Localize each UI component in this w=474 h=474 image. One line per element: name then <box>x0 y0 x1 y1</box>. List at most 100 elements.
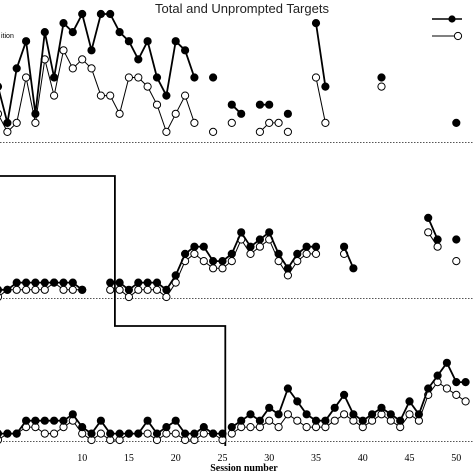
filled-data-point <box>424 213 433 222</box>
filled-data-point <box>78 285 87 294</box>
open-data-point <box>152 100 162 109</box>
phase-change-path <box>0 175 227 446</box>
x-tick-label: 35 <box>311 453 321 464</box>
filled-data-point <box>274 410 283 419</box>
x-tick-label: 30 <box>264 453 274 464</box>
filled-data-point <box>209 73 218 82</box>
open-data-point <box>377 82 386 91</box>
legend-marker-filled <box>448 15 456 23</box>
x-tick-label: 15 <box>124 453 134 464</box>
filled-data-point <box>349 410 358 419</box>
filled-data-point <box>40 27 49 37</box>
filled-data-point <box>143 37 152 46</box>
open-data-point <box>59 285 68 294</box>
filled-data-point <box>452 235 461 244</box>
open-data-point <box>162 127 171 136</box>
filled-data-point <box>68 278 77 287</box>
open-data-point <box>302 423 311 432</box>
filled-data-point <box>22 416 31 425</box>
filled-data-point <box>237 109 246 118</box>
filled-data-point <box>396 416 405 425</box>
filled-series-line <box>0 11 196 124</box>
open-data-point <box>115 285 124 294</box>
filled-data-point <box>59 19 68 28</box>
x-tick-label: 10 <box>77 453 87 464</box>
open-data-point <box>283 271 292 280</box>
open-data-point <box>330 416 339 425</box>
filled-data-point <box>227 249 236 258</box>
filled-data-point <box>218 429 227 438</box>
filled-data-point <box>433 371 442 380</box>
filled-data-point <box>106 278 115 287</box>
filled-data-point <box>330 403 339 412</box>
open-data-point <box>0 293 3 301</box>
open-data-point <box>124 292 133 302</box>
filled-data-point <box>50 278 59 287</box>
chart-title: Total and Unprompted Targets <box>155 1 329 16</box>
filled-data-point <box>0 430 3 438</box>
filled-data-point <box>0 83 3 91</box>
filled-data-point <box>171 37 180 46</box>
filled-data-point <box>293 249 302 258</box>
open-data-point <box>227 257 236 266</box>
filled-data-point <box>134 429 143 438</box>
filled-data-point <box>190 242 199 251</box>
legend <box>432 15 463 41</box>
open-data-point <box>12 118 21 128</box>
filled-data-point <box>237 228 246 237</box>
filled-data-point <box>433 235 442 244</box>
filled-data-point <box>106 429 115 438</box>
open-data-point <box>96 429 106 438</box>
filled-data-point <box>358 416 367 425</box>
open-data-point <box>50 429 59 438</box>
open-data-point <box>0 436 3 444</box>
filled-data-point <box>68 27 77 37</box>
x-tick-label: 20 <box>171 453 181 464</box>
phase-change-line <box>0 175 227 446</box>
filled-data-point <box>293 397 302 406</box>
filled-data-point <box>452 118 461 128</box>
open-data-point <box>124 73 133 82</box>
filled-data-point <box>181 429 190 438</box>
open-data-point <box>106 285 115 294</box>
filled-data-point <box>162 91 171 100</box>
filled-data-point <box>134 278 143 287</box>
open-data-point <box>59 46 68 55</box>
series-layer <box>0 9 470 445</box>
filled-data-point <box>12 278 21 287</box>
filled-data-point <box>181 46 190 55</box>
open-data-point <box>433 242 442 251</box>
open-data-point <box>311 73 321 82</box>
open-data-point <box>283 410 292 419</box>
filled-data-point <box>152 429 162 438</box>
filled-data-point <box>171 271 180 280</box>
filled-data-point <box>0 286 3 294</box>
filled-data-point <box>209 429 218 438</box>
filled-data-point <box>377 403 386 412</box>
filled-data-point <box>255 416 264 425</box>
open-data-point <box>143 285 152 294</box>
open-data-point <box>68 64 77 73</box>
open-data-point <box>143 429 152 438</box>
open-series-line <box>315 77 326 124</box>
open-data-point <box>209 127 218 136</box>
filled-data-point <box>143 416 152 425</box>
filled-data-point <box>340 390 349 399</box>
filled-data-point <box>227 423 236 432</box>
open-data-point <box>405 410 414 419</box>
filled-data-point <box>349 264 358 273</box>
filled-data-point <box>311 242 321 251</box>
filled-data-point <box>40 278 49 287</box>
filled-data-point <box>218 257 227 266</box>
filled-data-point <box>152 73 162 82</box>
open-data-point <box>68 285 77 294</box>
open-data-point <box>246 249 255 258</box>
filled-data-point <box>368 410 377 419</box>
open-data-point <box>340 410 349 419</box>
open-data-point <box>452 390 461 399</box>
filled-data-point <box>59 416 68 425</box>
open-data-point <box>209 264 218 273</box>
open-data-point <box>246 423 255 432</box>
filled-data-point <box>106 9 115 19</box>
filled-data-point <box>22 278 31 287</box>
